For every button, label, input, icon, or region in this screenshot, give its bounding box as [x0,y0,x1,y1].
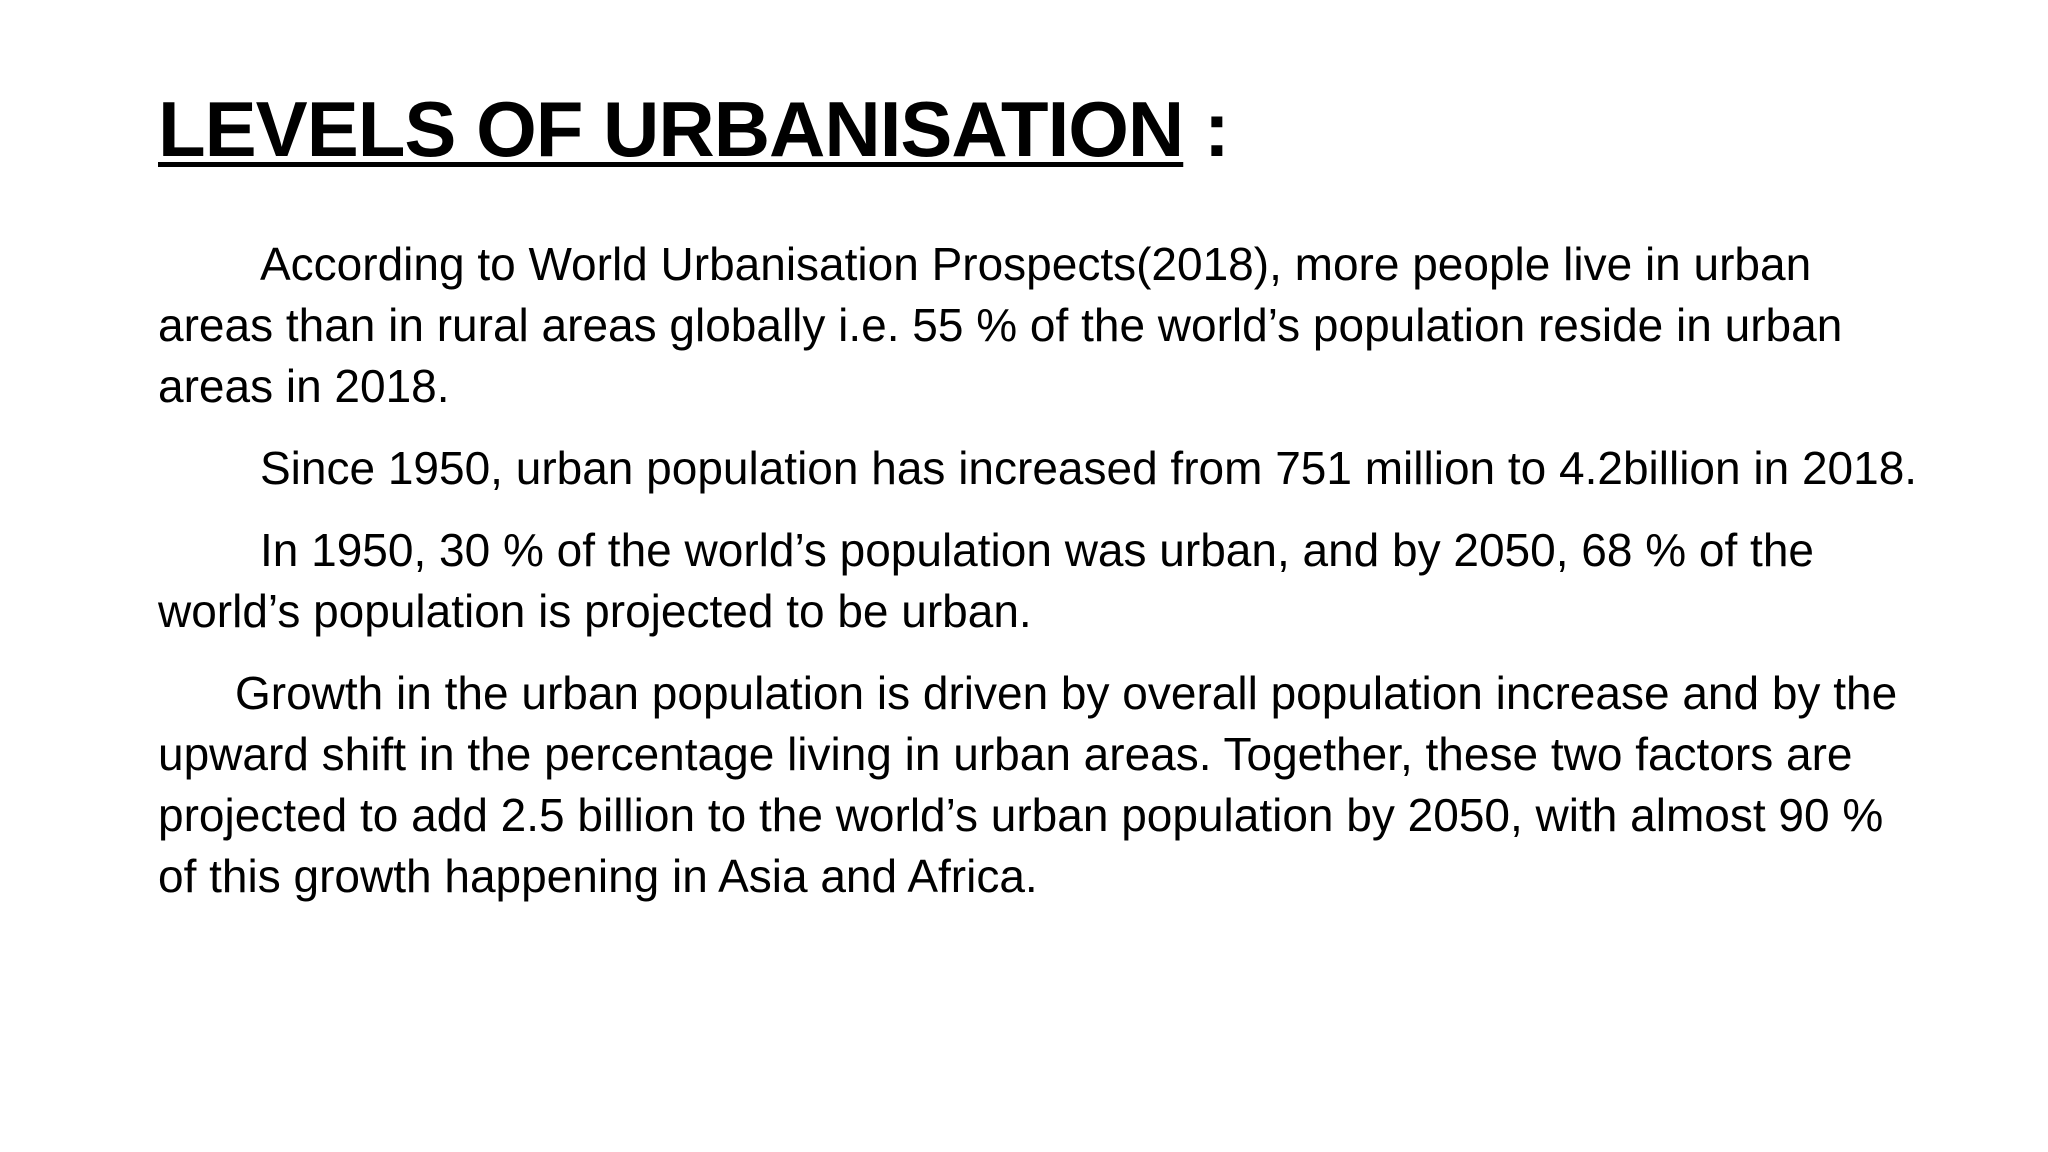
slide-body: According to World Urbanisation Prospect… [158,234,1918,928]
paragraph-growth-drivers: Growth in the urban population is driven… [158,667,1898,902]
paragraph-urban-majority: According to World Urbanisation Prospect… [158,238,1843,412]
slide-title-text: LEVELS OF URBANISATION [158,85,1184,173]
slide-title-colon: : [1183,85,1230,173]
paragraph-urban-growth-since-1950: Since 1950, urban population has increas… [260,442,1918,494]
slide-title: LEVELS OF URBANISATION : [158,82,1230,176]
paragraph-urban-share-projection: In 1950, 30 % of the world’s population … [158,524,1815,637]
